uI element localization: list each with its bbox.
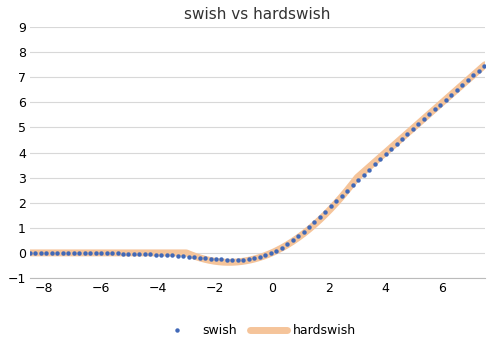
swish xyxy=(482,63,488,67)
hardswish xyxy=(274,248,280,253)
swish xyxy=(298,231,304,235)
swish xyxy=(274,248,280,252)
hardswish xyxy=(244,259,250,263)
hardswish xyxy=(298,233,304,237)
Legend: swish, hardswish: swish, hardswish xyxy=(154,319,362,339)
Title: swish vs hardswish: swish vs hardswish xyxy=(184,7,330,22)
hardswish xyxy=(27,251,33,255)
swish xyxy=(232,258,238,262)
hardswish xyxy=(401,134,407,138)
swish xyxy=(472,72,478,76)
hardswish xyxy=(472,72,478,76)
Line: hardswish: hardswish xyxy=(30,65,485,262)
swish xyxy=(246,257,252,261)
hardswish xyxy=(482,63,488,67)
swish xyxy=(244,257,250,261)
hardswish xyxy=(246,258,252,262)
hardswish xyxy=(226,260,232,264)
swish xyxy=(27,251,33,255)
Line: swish: swish xyxy=(28,63,487,262)
swish xyxy=(401,135,407,139)
